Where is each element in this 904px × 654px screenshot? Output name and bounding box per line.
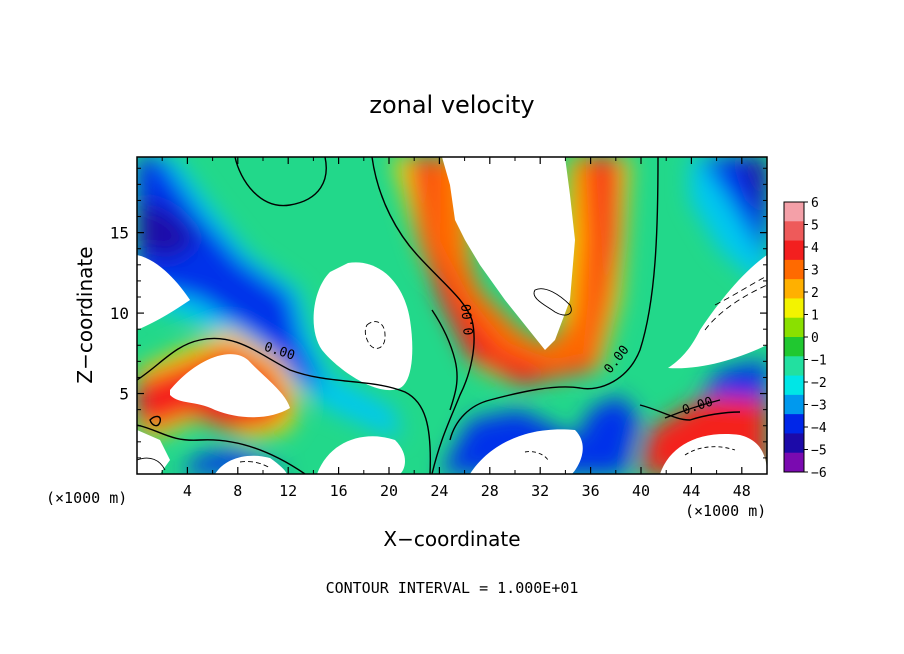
y-tick-label: 5	[119, 385, 129, 404]
colorbar-label: −6	[811, 466, 827, 481]
x-tick-label: 28	[481, 482, 499, 500]
contour-interval-note: CONTOUR INTERVAL = 1.000E+01	[326, 579, 579, 597]
x-tick-label: 48	[733, 482, 751, 500]
x-axis-ticks: 4 8 12 16 20 24 28 32 36 40 44 48	[161, 157, 751, 500]
colorbar-label: 3	[811, 264, 819, 279]
x-tick-label: 20	[380, 482, 398, 500]
colorbar-label: 6	[811, 196, 819, 211]
x-unit-label-right: (×1000 m)	[685, 502, 766, 520]
colorbar-swatch	[784, 317, 804, 338]
plot-frame	[136, 156, 768, 475]
colorbar-swatch	[784, 356, 804, 377]
colorbar-swatch	[784, 221, 804, 242]
x-tick-label: 36	[582, 482, 600, 500]
colorbar: 6 5 4 3 2 1 0 −1 −2 −3 −4 −5 −6	[783, 196, 827, 481]
colorbar-swatch	[784, 240, 804, 261]
colorbar-swatch	[784, 337, 804, 357]
x-tick-label: 32	[531, 482, 549, 500]
colorbar-swatch	[784, 414, 804, 434]
x-tick-label: 16	[330, 482, 348, 500]
x-tick-label: 4	[183, 482, 192, 500]
x-tick-label: 40	[632, 482, 650, 500]
colorbar-label: 1	[811, 309, 819, 324]
velocity-field	[137, 157, 767, 474]
colorbar-swatch	[784, 375, 804, 396]
colorbar-swatch	[784, 279, 804, 299]
colorbar-label: −1	[811, 354, 827, 369]
chart-title: zonal velocity	[369, 91, 534, 119]
x-tick-label: 12	[279, 482, 297, 500]
y-axis-ticks: 5 10 15	[110, 167, 767, 459]
colorbar-label: 4	[811, 241, 819, 256]
x-axis-label: X−coordinate	[383, 527, 520, 551]
colorbar-label: −4	[811, 421, 827, 436]
colorbar-label: −3	[811, 399, 827, 414]
x-tick-label: 44	[682, 482, 700, 500]
y-tick-label: 10	[110, 304, 129, 323]
colorbar-label: −5	[811, 444, 827, 459]
contour-label: 0.00	[460, 303, 478, 336]
colorbar-swatch	[784, 394, 804, 415]
colorbar-swatch	[784, 202, 804, 222]
colorbar-swatch	[784, 452, 804, 473]
colorbar-swatch	[784, 298, 804, 319]
colorbar-label: −2	[811, 376, 827, 391]
colorbar-label: 0	[811, 331, 819, 346]
y-tick-label: 15	[110, 224, 129, 243]
x-tick-label: 24	[430, 482, 448, 500]
colorbar-swatch	[784, 259, 804, 280]
colorbar-label: 2	[811, 286, 819, 301]
colorbar-label: 5	[811, 219, 819, 234]
colorbar-swatch	[784, 433, 804, 454]
x-unit-label-left: (×1000 m)	[46, 489, 127, 507]
x-tick-label: 8	[233, 482, 242, 500]
y-axis-label: Z−coordinate	[73, 246, 97, 383]
